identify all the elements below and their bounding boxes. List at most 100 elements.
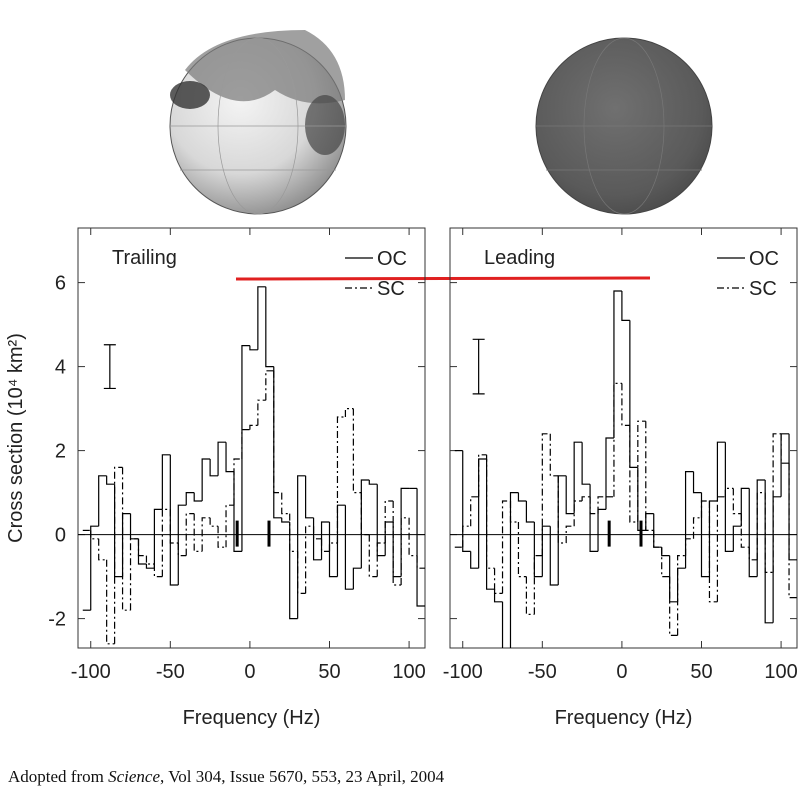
histogram-step	[289, 513, 298, 552]
histogram-step	[700, 500, 710, 518]
histogram-step	[201, 458, 211, 501]
histogram-step	[645, 513, 654, 531]
histogram-step	[265, 286, 274, 368]
x-tick-label: 100	[764, 661, 797, 683]
histogram-step	[376, 542, 386, 577]
histogram-step	[153, 564, 163, 578]
histogram-step	[621, 291, 630, 321]
x-tick-label: 50	[318, 661, 340, 683]
histogram-step	[589, 484, 599, 552]
histogram-step	[368, 534, 378, 578]
histogram-step	[677, 555, 686, 636]
histogram-step	[669, 576, 678, 636]
histogram-step	[121, 467, 131, 611]
legend-label: SC	[377, 278, 405, 300]
histogram-step	[533, 555, 543, 615]
histogram-step	[692, 471, 702, 494]
histogram-step	[597, 496, 606, 514]
histogram-step	[320, 521, 330, 560]
histogram-step	[772, 433, 782, 573]
histogram-step	[470, 551, 479, 569]
histogram-step	[217, 441, 227, 476]
histogram-step	[257, 399, 266, 426]
histogram-step	[392, 522, 402, 578]
plot-frame	[449, 227, 798, 649]
histogram-step	[478, 454, 487, 497]
histogram-step	[257, 286, 266, 350]
y-tick-label: 6	[55, 273, 66, 295]
histogram-step	[613, 382, 622, 497]
x-axis-label: Frequency (Hz)	[183, 707, 321, 729]
histogram-step	[297, 475, 306, 619]
caption-italic: Science	[108, 767, 160, 786]
histogram-step	[297, 551, 306, 594]
histogram-step	[541, 433, 551, 556]
histogram-step	[748, 488, 758, 578]
histogram-step	[416, 555, 425, 569]
histogram-step	[764, 492, 774, 573]
histogram-step	[684, 538, 694, 556]
histogram-step	[637, 420, 646, 522]
legend-label: OC	[749, 248, 779, 270]
histogram-step	[509, 501, 519, 523]
histogram-step	[517, 492, 527, 502]
panel-title: Leading	[484, 247, 555, 269]
histogram-step	[478, 458, 487, 569]
histogram-step	[281, 517, 290, 523]
histogram-step	[225, 504, 234, 548]
y-tick-label: -2	[48, 609, 66, 631]
histogram-step	[273, 370, 282, 494]
histogram-step	[716, 441, 726, 501]
histogram-step	[169, 509, 179, 544]
histogram-step	[661, 547, 670, 557]
histogram-step	[748, 547, 758, 561]
error-bar	[103, 344, 116, 390]
histogram-step	[613, 290, 622, 438]
panel-title: Trailing	[112, 247, 177, 269]
histogram-step	[557, 475, 567, 585]
histogram-step	[177, 504, 187, 585]
histogram-step	[336, 416, 346, 543]
x-tick-label: -50	[528, 661, 557, 683]
histogram-step	[509, 492, 519, 648]
histogram-step	[161, 454, 171, 510]
x-tick-label: -100	[443, 661, 483, 683]
histogram-step	[597, 508, 606, 552]
histogram-step	[470, 496, 479, 527]
histogram-step	[289, 522, 298, 620]
x-tick-label: 100	[392, 661, 425, 683]
histogram-step	[106, 559, 115, 645]
histogram-step	[740, 487, 750, 527]
histogram-step	[145, 564, 155, 569]
histogram-step	[169, 454, 179, 586]
histogram-step	[344, 408, 354, 417]
plot-area	[454, 290, 797, 648]
histogram-step	[328, 542, 338, 552]
histogram-step	[565, 475, 575, 515]
histogram-step	[661, 547, 670, 578]
panel: -100 -50 0 50 100 -2 0 2 4 6 Trailing OC SC Frequency…	[5, 227, 426, 729]
histogram-step	[137, 538, 147, 565]
histogram-step	[541, 525, 551, 577]
histogram-step	[549, 526, 559, 586]
globe-leading	[535, 37, 713, 215]
histogram-step	[98, 538, 107, 561]
histogram-step	[352, 567, 362, 590]
histogram-step	[772, 496, 782, 623]
histogram-step	[581, 496, 591, 501]
histogram-step	[153, 508, 163, 569]
histogram-step	[533, 522, 543, 578]
histogram-step	[501, 500, 511, 594]
globe-trailing	[169, 30, 347, 215]
histogram-step	[121, 513, 131, 577]
x-tick-label: 0	[244, 661, 255, 683]
histogram-step	[788, 463, 797, 599]
histogram-step	[677, 567, 686, 602]
histogram-step	[249, 424, 258, 430]
histogram-step	[557, 475, 567, 544]
histogram-step	[225, 442, 234, 473]
histogram-step	[185, 513, 195, 556]
histogram-step	[549, 433, 559, 477]
histogram-step	[201, 517, 211, 552]
